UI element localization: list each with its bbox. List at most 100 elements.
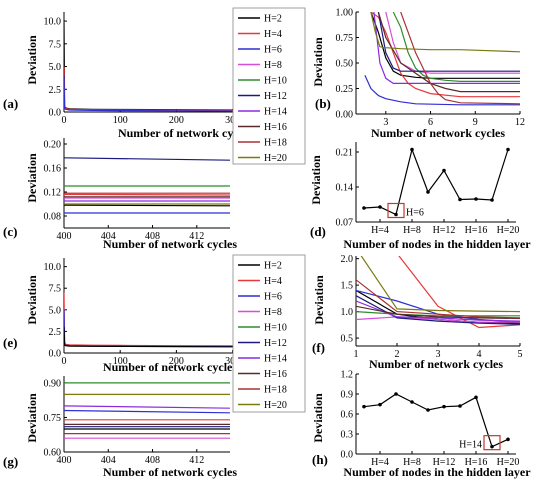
- panel-h-xtick-label: H=16: [465, 457, 488, 468]
- panel-e-ytick-label: 5.0: [49, 305, 62, 316]
- panel-f-ytick-label: 2.0: [341, 254, 354, 265]
- panel-d: 0.07 0.14 0.21 H=4 H=8 H=12 H=16 H=20 H=6 (d) Nu…: [309, 142, 531, 251]
- panel-d-point: [378, 205, 382, 209]
- panel-h: 0.0 0.3 0.6 0.9 1.2 H=4 H=8 H=12 H=16 H=20 H=14 (h…: [311, 370, 531, 480]
- panel-h-xtick-label: H=12: [433, 457, 456, 468]
- panel-b-ytick-label: 0.25: [336, 84, 354, 95]
- panel-d-xtick-label: H=8: [403, 225, 421, 236]
- panel-b-series-h8: [385, 12, 520, 74]
- panel-f-ytick-label: 1.0: [341, 307, 354, 318]
- legend-top-label-h12: H=12: [264, 91, 287, 102]
- panel-d-ytick-label: 0.14: [336, 183, 354, 194]
- panel-f-xtick-label: 4: [477, 349, 482, 360]
- panel-g-ytick-label: 0.75: [44, 413, 62, 424]
- legend-top-label-h8: H=8: [264, 60, 282, 71]
- panel-f-xlabel: Number of network cycles: [369, 357, 503, 371]
- panel-g-xtick-label: 400: [57, 455, 72, 466]
- panel-c-ytick-label: 0.16: [44, 164, 62, 175]
- panel-g-xlabel: Number of network cycles: [103, 465, 237, 479]
- panel-g-plot: 0.60 0.75 0.90 400 404 408 412: [44, 376, 230, 466]
- panel-g-series-h14: [64, 405, 230, 409]
- panel-h-highlight-box: [483, 435, 501, 451]
- panel-c-ytick-label: 0.12: [44, 188, 62, 199]
- legend-top-label-h4: H=4: [264, 29, 282, 40]
- legend-top-label-h6: H=6: [264, 45, 282, 56]
- legend-top-label-h20: H=20: [264, 153, 287, 164]
- panel-g-xtick-label: 404: [101, 455, 116, 466]
- panel-d-point: [410, 147, 414, 152]
- panel-h-xtick-label: H=20: [497, 457, 520, 468]
- panel-f-series-h12: [356, 295, 520, 325]
- panel-f-series-h20: [360, 256, 520, 313]
- panel-b-xtick-label: 12: [515, 117, 525, 128]
- panel-h-point: [442, 404, 446, 409]
- panel-c-xtick-label: 412: [189, 231, 204, 242]
- panel-e-xtick-label: 200: [169, 356, 184, 367]
- panel-d-point: [506, 147, 510, 152]
- panel-d-point: [442, 168, 446, 173]
- panel-h-point: [410, 400, 414, 404]
- panel-f-xtick-label: 3: [436, 349, 441, 360]
- panel-f-ytick-label: 1.5: [341, 281, 354, 292]
- panel-d-xtick-label: H=12: [433, 225, 456, 236]
- panel-d-label: (d): [310, 224, 326, 239]
- panel-h-xlabel: Number of nodes in the hidden layer: [343, 465, 531, 479]
- legend-bottom: H=2 H=4 H=6 H=8 H=10 H=12 H=14 H=16 H=18 H=20: [232, 254, 306, 413]
- panel-c-ytick-label: 0.20: [44, 140, 62, 151]
- panel-e-ytick-label: 0.0: [49, 349, 62, 360]
- panel-e-ytick-label: 10.0: [44, 262, 62, 273]
- panel-f-label: (f): [312, 340, 325, 355]
- panel-h-xtick-label: H=4: [371, 457, 389, 468]
- panel-h-point: [506, 437, 510, 442]
- panel-b-xtick-label: 9: [473, 117, 478, 128]
- panel-b-series-h16: [377, 12, 520, 93]
- panel-a-xtick-label: 100: [113, 115, 128, 126]
- panel-b-xtick-label: 3: [383, 117, 388, 128]
- panel-b-series-h6: [364, 74, 520, 106]
- panel-d-xtick-label: H=16: [465, 225, 488, 236]
- panel-g: 0.60 0.75 0.90 400 404 408 412 (g) Number of n…: [3, 376, 237, 479]
- panel-e-label: (e): [3, 335, 17, 350]
- panel-f-xtick-label: 5: [518, 349, 523, 360]
- panel-d-xtick-label: H=4: [371, 225, 389, 236]
- panel-d-xtick-label: H=20: [497, 225, 520, 236]
- panel-d-point: [490, 198, 494, 202]
- panel-h-point: [394, 392, 398, 396]
- panel-d-ytick-label: 0.07: [336, 218, 354, 229]
- panel-e-ytick-label: 2.5: [49, 327, 62, 338]
- panel-a-label: (a): [3, 96, 18, 111]
- panel-f-series-h4: [398, 256, 520, 329]
- legend-top-label-h18: H=18: [264, 138, 287, 149]
- panel-e-ytick-label: 7.5: [49, 284, 62, 295]
- panel-d-point: [474, 197, 478, 201]
- panel-b-series-h10: [392, 12, 520, 83]
- legend-bottom-label-h18: H=18: [264, 385, 287, 396]
- panel-a-ytick-label: 5.0: [49, 62, 62, 73]
- panel-b-series-h18: [400, 12, 520, 105]
- legend-bottom-label-h8: H=8: [264, 307, 282, 318]
- panel-d-point: [394, 212, 398, 217]
- panel-d-ylabel: Deviation: [309, 155, 323, 205]
- panel-f-plot: 0.5 1.0 1.5 2.0 1 2 3 4 5: [341, 254, 523, 360]
- legend-bottom-label-h6: H=6: [264, 292, 282, 303]
- panel-c-xtick-label: 404: [101, 231, 116, 242]
- panel-h-point: [458, 404, 462, 408]
- panel-a: 0.02.55.07.510.00100200300400 (a) Number…: [3, 12, 300, 140]
- panel-f-series-h16: [356, 305, 520, 320]
- panel-c-label: (c): [3, 224, 17, 239]
- panel-h-point: [378, 402, 382, 407]
- legend-bottom-label-h14: H=14: [264, 354, 287, 365]
- panel-f-series-h10: [356, 311, 520, 317]
- panel-h-label: (h): [312, 452, 328, 467]
- panel-f-series-h8: [356, 316, 520, 323]
- panel-a-xlabel: Number of network cycles: [118, 126, 252, 140]
- panel-b-plot: 0.00 0.25 0.50 0.75 1.00 3 6 9 12: [336, 8, 526, 129]
- panel-h-xtick-label: H=8: [403, 457, 421, 468]
- panel-a-xtick-label: 0: [62, 115, 67, 126]
- panel-b-xlabel: Number of network cycles: [371, 126, 505, 140]
- legend-top-label-h10: H=10: [264, 76, 287, 87]
- panel-a-xtick-label: 300: [225, 115, 240, 126]
- panel-h-plot: 0.0 0.3 0.6 0.9 1.2 H=4 H=8 H=12 H=16 H=20 H=14: [341, 370, 520, 469]
- panel-e-xtick-label: 100: [113, 356, 128, 367]
- panel-f-xtick-label: 2: [395, 349, 400, 360]
